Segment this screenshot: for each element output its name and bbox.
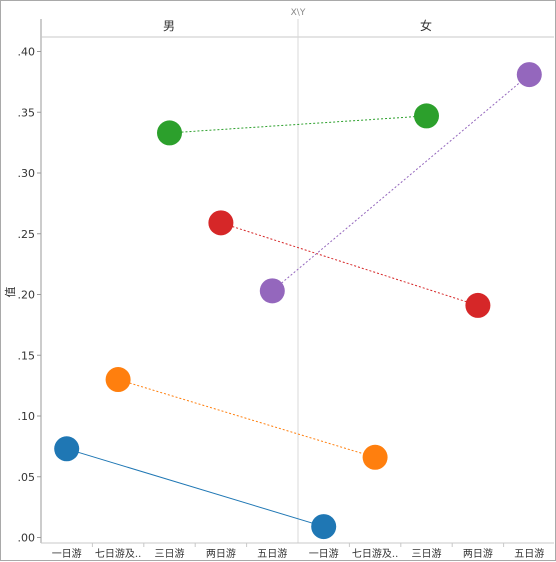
series-line (66, 448, 324, 528)
data-point (54, 436, 80, 462)
x-category-label: 五日游 (257, 547, 287, 560)
x-category-label: 七日游及.. (352, 547, 398, 560)
y-tick-label: .40 (18, 46, 36, 59)
data-point (362, 444, 388, 470)
series-line (169, 115, 427, 134)
x-category-label: 两日游 (206, 547, 236, 560)
data-point (105, 367, 131, 393)
data-point (157, 120, 182, 146)
x-category-label: 一日游 (52, 547, 82, 560)
data-point (208, 210, 234, 236)
data-point (414, 103, 439, 129)
series-line (117, 379, 376, 458)
panel-header-female: 女 (420, 18, 432, 33)
x-category-label: 三日游 (155, 547, 185, 560)
series-lines (66, 74, 530, 528)
top-axis-label: X\Y (291, 8, 306, 18)
plot-structure (40, 19, 554, 544)
x-axis-ticks: 一日游 七日游及.. 三日游 两日游 五日游 一日游 七日游及.. 三日游 两日游 五日游 (52, 543, 544, 560)
x-category-label: 两日游 (463, 547, 493, 560)
y-tick-label: .25 (18, 228, 36, 241)
x-category-label: 一日游 (309, 547, 339, 560)
panel-header-male: 男 (163, 19, 175, 33)
x-category-label: 七日游及.. (95, 547, 141, 560)
y-tick-label: .00 (18, 532, 36, 545)
y-tick-label: .15 (18, 349, 36, 362)
data-point (465, 292, 491, 318)
x-category-label: 三日游 (412, 547, 442, 560)
x-category-label: 五日游 (514, 547, 544, 560)
y-axis-ticks: .00 .05 .10 .15 .20 .25 .30 .35 .40 (18, 46, 41, 545)
y-tick-label: .10 (18, 410, 36, 423)
series-points (54, 62, 542, 540)
data-point (516, 62, 542, 88)
y-axis-label: 值 (4, 287, 17, 298)
data-point (259, 278, 285, 304)
series-line (271, 74, 530, 292)
y-tick-label: .20 (18, 289, 36, 302)
y-tick-label: .35 (18, 106, 36, 119)
y-tick-label: .05 (18, 471, 36, 484)
series-line (220, 222, 479, 306)
y-tick-label: .30 (18, 167, 36, 180)
data-point (311, 514, 337, 540)
